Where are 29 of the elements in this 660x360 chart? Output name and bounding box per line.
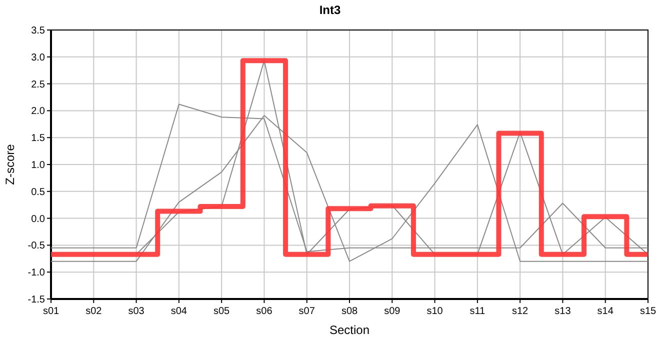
y-tick-label: 1.5 [31, 133, 46, 144]
y-tick-label: 3.5 [31, 26, 46, 36]
y-tick-label: -0.5 [28, 240, 46, 252]
x-tick-label: s13 [554, 306, 572, 317]
x-tick-label: s11 [470, 306, 486, 317]
y-tick-label: 2.5 [31, 79, 46, 90]
x-tick-label: s10 [426, 306, 444, 317]
chart-title: Int3 [319, 3, 341, 17]
x-tick-label: s09 [384, 306, 401, 317]
x-tick-label: s12 [512, 306, 529, 317]
y-tick-label: 1.0 [31, 160, 46, 171]
y-axis-title: Z-score [3, 144, 17, 185]
x-tick-label: s15 [640, 306, 656, 317]
x-tick-label: s06 [256, 306, 273, 317]
x-tick-label: s07 [298, 306, 316, 317]
y-tick-label: 2.0 [31, 106, 46, 118]
x-tick-label: s01 [42, 306, 60, 317]
x-tick-label: s03 [128, 306, 145, 317]
y-tick-label: 0.0 [31, 214, 46, 225]
x-tick-label: s02 [86, 306, 102, 317]
x-axis-title: Section [329, 323, 370, 337]
y-tick-label: -1.0 [28, 268, 46, 279]
x-tick-label: s04 [170, 306, 188, 317]
y-tick-label: -1.5 [28, 294, 46, 306]
x-tick-label: s05 [214, 306, 230, 317]
y-tick-label: 0.5 [31, 186, 46, 198]
y-tick-label: 3.0 [31, 52, 46, 64]
x-tick-label: s08 [341, 306, 358, 317]
x-tick-label: s14 [597, 306, 614, 317]
